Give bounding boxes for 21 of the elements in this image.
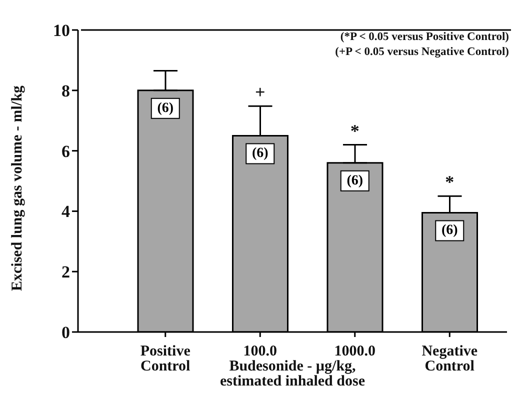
annotation: + <box>254 82 266 102</box>
x-axis-title: Budesonide - µg/kg, estimated inhaled dose <box>220 358 366 390</box>
annotation: * <box>445 172 454 192</box>
annotation: (6) <box>252 146 269 162</box>
y-tick-label: 6 <box>62 142 70 161</box>
annotation: (6) <box>441 223 458 238</box>
x-tick-label: 100.0 <box>243 344 277 360</box>
y-tick-label: 2 <box>62 262 70 282</box>
annotation: (+P < 0.05 versus Negative Control) <box>335 45 509 60</box>
annotation: (*P < 0.05 versus Positive Control) <box>339 30 509 45</box>
y-tick-label: 0 <box>62 323 70 342</box>
x-tick-label: Positive Control <box>140 344 191 375</box>
y-axis-title: Excised lung gas volume - ml/kg <box>9 85 26 291</box>
y-tick-label: 10 <box>53 21 70 40</box>
annotation: * <box>350 120 360 141</box>
y-tick-label: 4 <box>62 202 70 222</box>
x-tick-label: Negative Control <box>422 344 478 375</box>
annotation: (6) <box>346 173 364 188</box>
y-tick-label: 8 <box>62 81 70 100</box>
x-tick-label: 1000.0 <box>334 344 376 360</box>
annotation: (6) <box>157 100 174 116</box>
